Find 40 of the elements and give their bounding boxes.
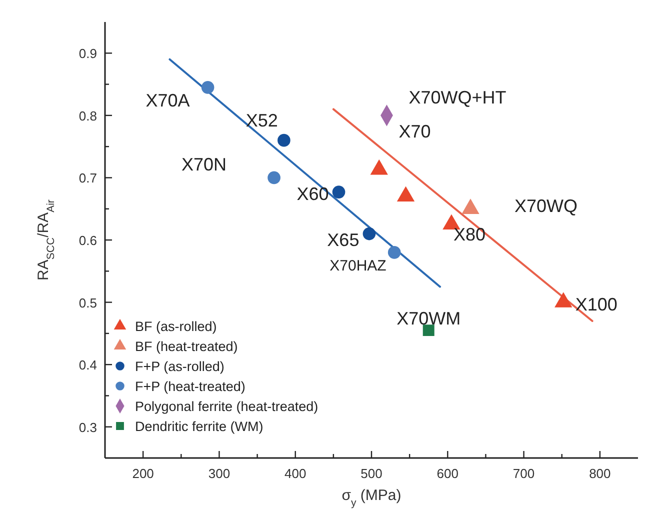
legend-label: Dendritic ferrite (WM) bbox=[135, 419, 264, 434]
point bbox=[268, 171, 280, 184]
y-tick-label: 0.7 bbox=[78, 170, 97, 186]
legend-label: BF (as-rolled) bbox=[135, 319, 217, 334]
x-axis-title: σ$_{y}$ (MPa) bbox=[342, 487, 402, 509]
x-tick-label: 300 bbox=[208, 466, 230, 481]
legend-label: F+P (heat-treated) bbox=[135, 379, 246, 394]
x-tick-label: 400 bbox=[284, 466, 306, 481]
annotation: X100 bbox=[575, 294, 618, 314]
annotation: X70WQ bbox=[514, 196, 578, 216]
x-tick-label: 200 bbox=[132, 466, 154, 481]
annotation: X70A bbox=[146, 90, 190, 110]
y-tick-label: 0.6 bbox=[78, 233, 97, 248]
annotation: X60 bbox=[296, 184, 329, 204]
x-tick-label: 800 bbox=[589, 466, 611, 481]
annotation: X52 bbox=[246, 110, 278, 130]
annotation: X70HAZ bbox=[330, 257, 386, 274]
point bbox=[362, 227, 376, 240]
point bbox=[422, 324, 434, 336]
y-tick-label: 0.3 bbox=[78, 420, 97, 435]
annotation: X70N bbox=[182, 154, 227, 175]
x-tick-label: 500 bbox=[360, 466, 382, 481]
legend-label: Polygonal ferrite (heat-treated) bbox=[135, 399, 318, 414]
annotation: X80 bbox=[453, 224, 486, 244]
annotation: X70WQ+HT bbox=[408, 87, 506, 108]
y-tick-label: 0.5 bbox=[78, 295, 97, 310]
annotation: X65 bbox=[327, 230, 360, 250]
y-tick-label: 0.9 bbox=[78, 46, 97, 62]
legend-label: F+P (as-rolled) bbox=[135, 359, 224, 374]
point bbox=[278, 134, 290, 147]
point bbox=[201, 80, 214, 94]
annotation: X70WM bbox=[396, 308, 461, 328]
legend-label: BF (heat-treated) bbox=[135, 339, 238, 354]
annotation: X70 bbox=[398, 121, 431, 142]
point bbox=[388, 246, 401, 259]
y-tick-label: 0.8 bbox=[78, 108, 97, 124]
y-tick-label: 0.4 bbox=[78, 358, 97, 373]
point bbox=[332, 186, 346, 198]
x-tick-label: 700 bbox=[512, 466, 535, 481]
x-tick-label: 600 bbox=[436, 466, 458, 481]
